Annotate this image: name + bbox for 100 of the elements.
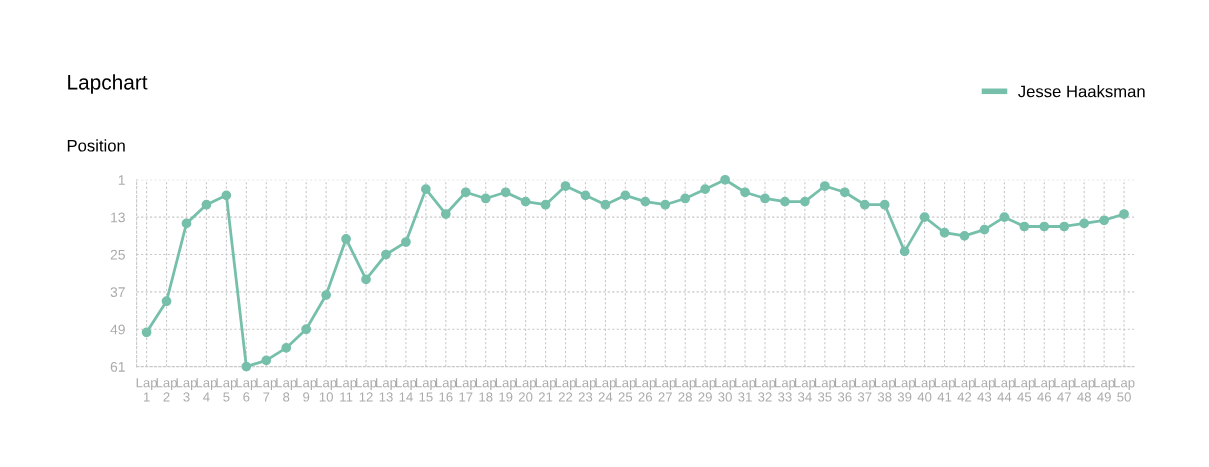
point	[999, 212, 1010, 223]
point	[181, 218, 192, 229]
x-tick-label: Lap 32	[755, 378, 776, 402]
x-tick-label: Lap 6	[236, 378, 257, 402]
point	[1079, 218, 1090, 229]
point	[819, 181, 830, 191]
point	[241, 361, 252, 372]
x-tick-label: Lap 40	[914, 378, 936, 402]
y-tick-label: 25	[110, 249, 125, 260]
x-tick-label: Lap 11	[336, 378, 357, 402]
x-tick-label: Lap 12	[356, 378, 377, 402]
x-tick-label: Lap 46	[1034, 378, 1055, 402]
x-tick-label: Lap 26	[635, 378, 656, 402]
point	[580, 190, 591, 201]
x-tick-label: Lap 35	[814, 378, 836, 402]
x-tick-label: Lap 33	[775, 378, 796, 402]
point	[440, 209, 451, 219]
x-tick-label: Lap 30	[715, 378, 736, 402]
x-tick-label: Lap 42	[954, 378, 975, 402]
y-tick-label: 61	[110, 361, 125, 372]
x-tick-label: Lap 2	[156, 378, 177, 402]
x-tick-label: Lap 37	[854, 378, 876, 402]
y-tick-label: 49	[110, 324, 125, 335]
point	[520, 196, 531, 207]
y-tick-label: 13	[111, 212, 125, 223]
point	[640, 196, 651, 207]
x-tick-label: Lap 49	[1094, 378, 1115, 402]
point	[1039, 221, 1050, 232]
point	[1119, 209, 1129, 219]
x-tick-label: Lap 38	[874, 378, 896, 402]
x-tick-label: Lap 25	[615, 378, 636, 402]
point	[959, 230, 970, 241]
point	[560, 181, 571, 191]
point	[281, 343, 292, 353]
point	[460, 187, 471, 198]
x-tick-label: Lap 3	[176, 378, 197, 402]
x-tick-label: Lap 24	[595, 378, 616, 402]
x-tick-label: Lap 50	[1114, 378, 1135, 402]
point	[859, 199, 870, 210]
x-tick-label: Lap 4	[196, 378, 217, 402]
point	[839, 187, 850, 198]
x-tick-label: Lap 44	[994, 378, 1015, 402]
point	[480, 193, 491, 204]
x-tick-label: Lap 29	[695, 378, 716, 402]
x-tick-label: Lap 7	[256, 378, 277, 402]
x-tick-label: Lap 10	[316, 378, 337, 402]
point	[421, 184, 431, 194]
x-tick-label: Lap 31	[735, 378, 756, 402]
point	[361, 274, 371, 285]
x-tick-label: Lap 21	[535, 378, 557, 402]
x-tick-label: Lap 19	[495, 378, 517, 402]
x-tick-label: Lap 13	[376, 378, 397, 402]
point	[879, 199, 890, 210]
point	[899, 246, 910, 257]
point	[500, 187, 511, 198]
x-tick-label: Lap 23	[575, 378, 596, 402]
point	[261, 355, 272, 366]
x-tick-label: Lap 36	[834, 378, 856, 402]
point	[1099, 215, 1109, 226]
point	[321, 290, 331, 300]
point	[1059, 221, 1070, 232]
point	[939, 227, 950, 238]
x-tick-label: Lap 34	[794, 378, 816, 402]
x-tick-label: Lap 48	[1074, 378, 1095, 402]
x-tick-label: Lap 8	[276, 378, 297, 402]
point	[600, 199, 611, 210]
x-tick-label: Lap 45	[1014, 378, 1035, 402]
x-tick-label: Lap 15	[415, 378, 437, 402]
point	[201, 199, 212, 210]
x-tick-label: Lap 9	[296, 378, 317, 402]
x-tick-label: Lap 1	[136, 378, 158, 402]
x-tick-label: Lap 5	[216, 378, 237, 402]
point	[540, 199, 551, 210]
x-tick-label: Lap 17	[455, 378, 477, 402]
x-tick-label: Lap 39	[894, 378, 916, 402]
point	[301, 324, 312, 335]
point	[401, 237, 411, 247]
x-tick-label: Lap 22	[555, 378, 576, 402]
point	[660, 199, 671, 210]
x-tick-label: Lap 41	[934, 378, 955, 402]
point	[919, 212, 930, 223]
point	[780, 196, 790, 207]
point	[1019, 221, 1030, 232]
point	[221, 190, 232, 201]
x-tick-label: Lap 16	[435, 378, 457, 402]
point	[800, 196, 810, 207]
x-tick-label: Lap 47	[1054, 378, 1075, 402]
x-tick-label: Lap 43	[974, 378, 995, 402]
point	[720, 174, 730, 185]
y-tick-label: 37	[110, 287, 125, 298]
point	[341, 234, 351, 244]
point	[740, 187, 750, 198]
x-tick-label: Lap 28	[675, 378, 696, 402]
x-tick-label: Lap 20	[515, 378, 537, 402]
point	[680, 193, 691, 204]
point	[161, 296, 172, 307]
y-tick-label: 1	[118, 175, 125, 185]
y-axis-title: Position	[67, 139, 125, 152]
x-tick-label: Lap 27	[655, 378, 676, 402]
point	[700, 184, 711, 194]
